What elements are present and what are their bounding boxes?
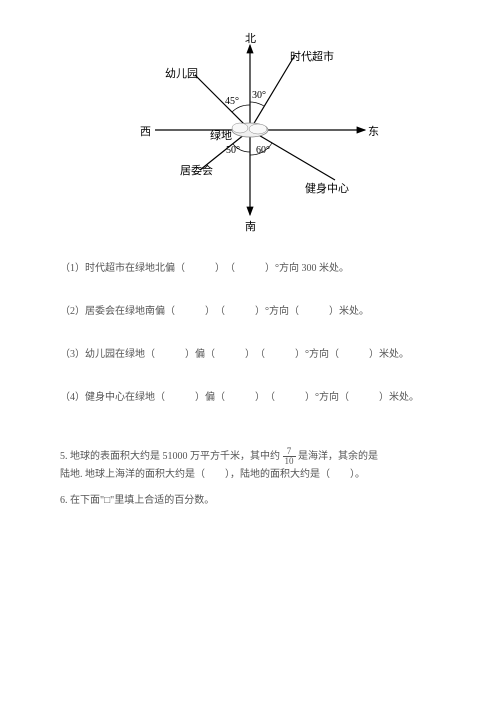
label-fitness: 健身中心 xyxy=(305,180,349,196)
question-1: （1）时代超市在绿地北偏（ ） （ ）°方向 300 米处。 xyxy=(60,260,440,278)
label-north: 北 xyxy=(245,30,256,46)
compass-diagram: 北 南 东 西 绿地 幼儿园 时代超市 居委会 健身中心 45° 30° 50°… xyxy=(110,30,390,230)
label-west: 西 xyxy=(140,123,151,139)
fraction-7-10: 7 10 xyxy=(283,447,296,466)
q5-text-2: 是海洋，其余的是 xyxy=(298,451,378,462)
angle-30: 30° xyxy=(252,90,266,101)
q5-text-1: 5. 地球的表面积大约是 51000 万平方千米，其中约 xyxy=(60,451,280,462)
question-2: （2）居委会在绿地南偏（ ） （ ）°方向（ ）米处。 xyxy=(60,303,440,321)
label-south: 南 xyxy=(245,218,256,234)
angle-60: 60° xyxy=(256,145,270,156)
label-east: 东 xyxy=(368,123,379,139)
q5-text-3: 陆地. 地球上海洋的面积大约是（ ），陆地的面积大约是（ ）。 xyxy=(60,469,365,480)
label-committee: 居委会 xyxy=(180,162,213,178)
label-kindergarten: 幼儿园 xyxy=(165,65,198,81)
question-3: （3）幼儿园在绿地（ ）偏（ ） （ ）°方向（ ）米处。 xyxy=(60,346,440,364)
label-supermarket: 时代超市 xyxy=(290,48,334,64)
diagram-svg xyxy=(110,30,390,230)
angle-45: 45° xyxy=(225,96,239,107)
question-4: （4）健身中心在绿地（ ）偏（ ） （ ）°方向（ ）米处。 xyxy=(60,389,440,407)
angle-50: 50° xyxy=(226,145,240,156)
question-5: 5. 地球的表面积大约是 51000 万平方千米，其中约 7 10 是海洋，其余… xyxy=(60,447,440,484)
fraction-denominator: 10 xyxy=(283,457,296,466)
label-center: 绿地 xyxy=(210,127,232,143)
question-6: 6. 在下面"□"里填上合适的百分数。 xyxy=(60,492,440,510)
